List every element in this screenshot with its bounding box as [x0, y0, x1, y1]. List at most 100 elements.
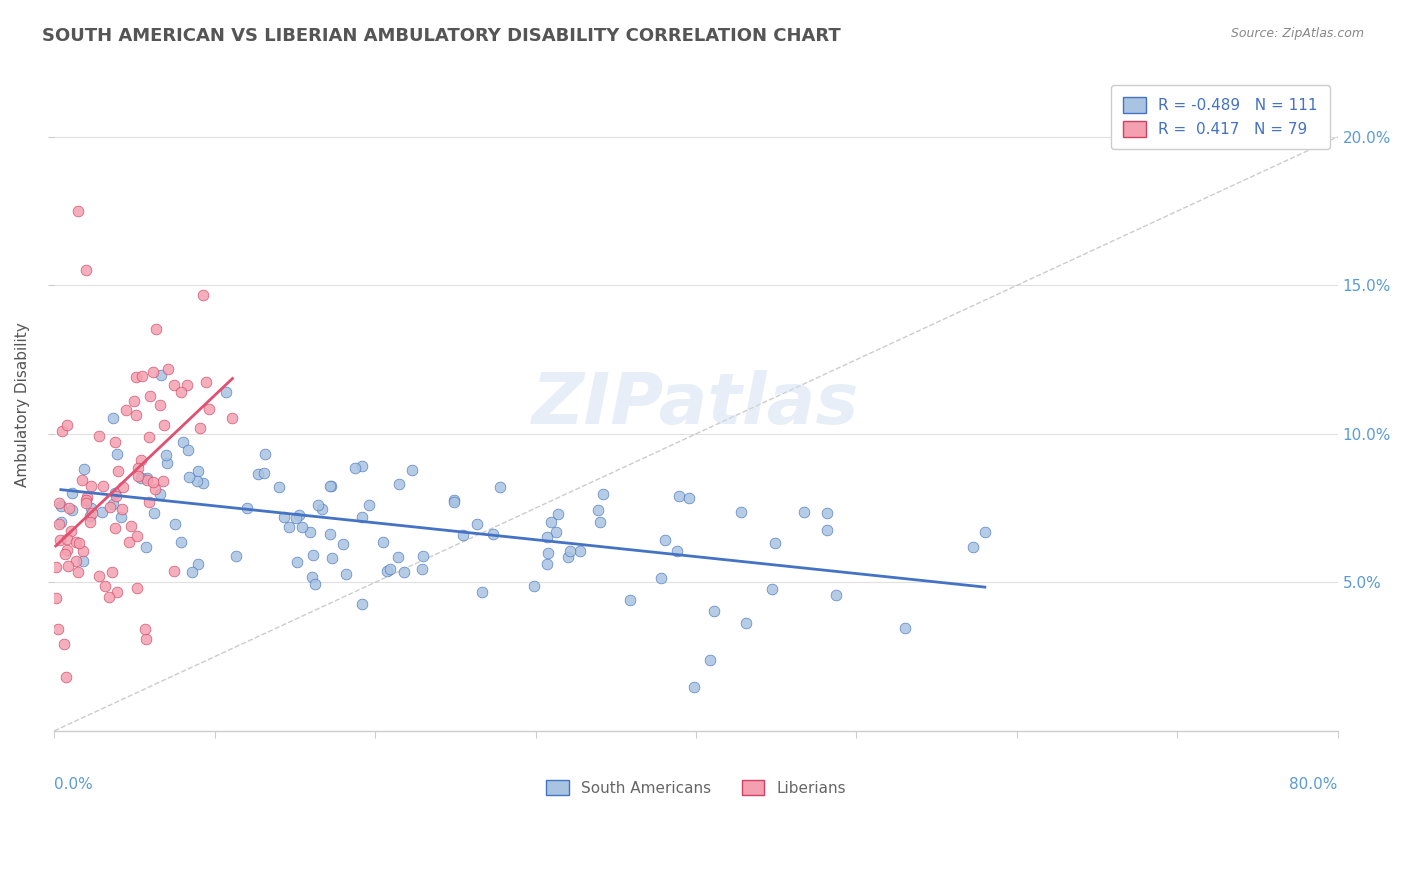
South Americans — [79, 508, 101, 523]
Liberians — [142, 475, 165, 490]
South Americans — [49, 515, 72, 529]
South Americans — [319, 527, 342, 541]
Liberians — [221, 411, 243, 425]
South Americans — [668, 490, 690, 504]
South Americans — [558, 544, 581, 558]
South Americans — [375, 564, 398, 578]
Liberians — [191, 288, 214, 302]
South Americans — [666, 544, 689, 558]
South Americans — [332, 536, 354, 550]
South Americans — [307, 498, 329, 512]
South Americans — [569, 544, 592, 558]
South Americans — [359, 499, 381, 513]
South Americans — [536, 530, 558, 544]
South Americans — [350, 459, 373, 474]
South Americans — [650, 571, 672, 585]
South Americans — [186, 474, 208, 488]
Liberians — [131, 369, 153, 384]
South Americans — [443, 494, 465, 508]
Liberians — [89, 568, 111, 582]
South Americans — [523, 579, 546, 593]
South Americans — [350, 510, 373, 524]
Text: 0.0%: 0.0% — [55, 777, 93, 791]
South Americans — [482, 527, 505, 541]
Liberians — [107, 464, 129, 478]
Liberians — [101, 565, 124, 579]
Liberians — [104, 489, 127, 503]
South Americans — [962, 540, 984, 554]
Liberians — [114, 403, 136, 417]
South Americans — [90, 505, 112, 519]
Liberians — [56, 543, 79, 558]
South Americans — [101, 497, 124, 511]
South Americans — [129, 471, 152, 485]
Liberians — [162, 378, 184, 392]
Liberians — [125, 528, 148, 542]
Y-axis label: Ambulatory Disability: Ambulatory Disability — [15, 322, 30, 486]
Liberians — [188, 421, 211, 435]
South Americans — [319, 479, 342, 493]
South Americans — [793, 505, 815, 519]
South Americans — [443, 493, 465, 508]
South Americans — [225, 549, 247, 563]
Text: 80.0%: 80.0% — [1289, 777, 1337, 791]
Liberians — [156, 361, 179, 376]
Liberians — [75, 263, 97, 277]
Liberians — [48, 517, 70, 532]
Liberians — [94, 578, 117, 592]
South Americans — [683, 681, 706, 695]
South Americans — [291, 519, 314, 533]
South Americans — [465, 517, 488, 532]
Liberians — [135, 632, 157, 647]
Liberians — [105, 585, 128, 599]
South Americans — [350, 597, 373, 611]
Liberians — [149, 398, 172, 412]
South Americans — [215, 384, 238, 399]
Text: ZIPatlas: ZIPatlas — [533, 369, 859, 439]
Liberians — [142, 365, 165, 379]
South Americans — [678, 491, 700, 505]
Text: Source: ZipAtlas.com: Source: ZipAtlas.com — [1230, 27, 1364, 40]
South Americans — [165, 516, 187, 531]
South Americans — [619, 592, 641, 607]
Liberians — [51, 424, 73, 438]
Liberians — [45, 559, 67, 574]
Liberians — [127, 468, 149, 483]
South Americans — [269, 480, 291, 494]
Liberians — [45, 591, 67, 606]
South Americans — [471, 585, 494, 599]
South Americans — [253, 447, 276, 461]
South Americans — [278, 520, 301, 534]
South Americans — [893, 621, 915, 635]
South Americans — [401, 462, 423, 476]
Liberians — [138, 430, 160, 444]
South Americans — [149, 368, 172, 383]
South Americans — [589, 515, 612, 529]
Liberians — [127, 581, 149, 595]
South Americans — [301, 570, 323, 584]
South Americans — [304, 577, 326, 591]
South Americans — [73, 462, 96, 476]
South Americans — [703, 604, 725, 618]
Liberians — [46, 622, 69, 636]
South Americans — [135, 541, 157, 555]
South Americans — [155, 448, 177, 462]
South Americans — [371, 534, 394, 549]
Liberians — [67, 535, 90, 549]
Liberians — [129, 453, 152, 467]
Liberians — [82, 506, 104, 520]
Liberians — [125, 370, 148, 384]
South Americans — [135, 471, 157, 485]
Liberians — [98, 500, 121, 514]
South Americans — [321, 479, 343, 493]
South Americans — [536, 557, 558, 571]
South Americans — [246, 467, 269, 482]
Liberians — [66, 565, 89, 579]
South Americans — [388, 477, 411, 491]
Liberians — [112, 480, 135, 494]
Liberians — [170, 384, 193, 399]
South Americans — [451, 528, 474, 542]
Liberians — [194, 375, 217, 389]
South Americans — [301, 548, 323, 562]
South Americans — [176, 443, 198, 458]
